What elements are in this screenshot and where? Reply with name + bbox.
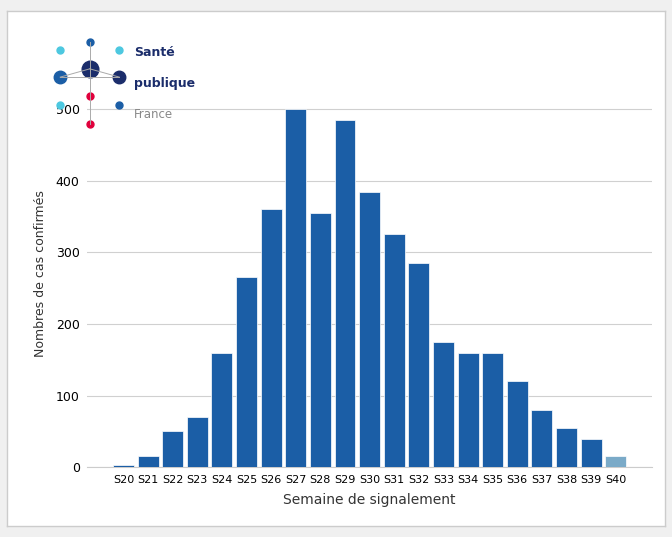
Bar	[556, 428, 577, 467]
Bar	[113, 465, 134, 467]
Bar	[605, 456, 626, 467]
Bar	[187, 417, 208, 467]
Bar	[458, 353, 478, 467]
Bar	[384, 235, 405, 467]
Bar	[310, 213, 331, 467]
Bar	[507, 381, 528, 467]
Bar	[286, 109, 306, 467]
Bar	[212, 353, 233, 467]
Bar	[433, 342, 454, 467]
Bar	[138, 456, 159, 467]
Text: Santé: Santé	[134, 46, 175, 60]
Bar	[261, 209, 282, 467]
Bar	[359, 192, 380, 467]
Bar	[581, 439, 601, 467]
Text: publique: publique	[134, 77, 196, 90]
Bar	[409, 263, 429, 467]
Y-axis label: Nombres de cas confirmés: Nombres de cas confirmés	[34, 191, 48, 357]
Text: France: France	[134, 108, 173, 121]
Bar	[482, 353, 503, 467]
Bar	[236, 278, 257, 467]
Bar	[532, 410, 552, 467]
X-axis label: Semaine de signalement: Semaine de signalement	[284, 493, 456, 507]
Bar	[335, 120, 355, 467]
Bar	[162, 431, 183, 467]
